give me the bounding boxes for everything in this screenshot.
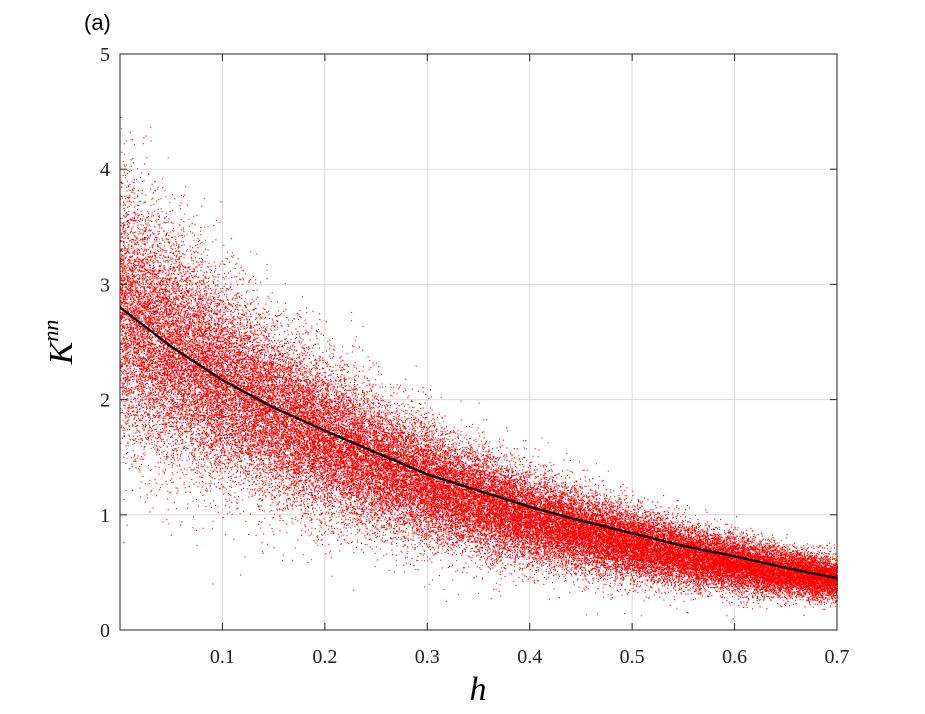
x-tick-label: 0.6	[722, 646, 747, 668]
y-tick-label: 0	[100, 620, 110, 642]
y-axis-label-sup: nn	[38, 320, 63, 342]
plot-frame	[119, 53, 838, 631]
x-tick-labels: 0.1 0.2 0.3 0.4 0.5 0.6 0.7	[210, 646, 850, 668]
ticks	[120, 53, 838, 631]
svg-text:Knn: Knn	[38, 320, 80, 366]
x-tick-label: 0.5	[620, 646, 645, 668]
x-tick-label: 0.7	[825, 646, 850, 668]
y-tick-label: 5	[100, 44, 110, 66]
y-tick-label: 1	[100, 505, 110, 527]
trend-line-layer	[119, 306, 838, 580]
y-axis-label: Knn	[38, 320, 80, 366]
y-axis-label-main: K	[43, 339, 80, 365]
y-tick-label: 4	[100, 159, 110, 181]
x-tick-label: 0.2	[312, 646, 337, 668]
y-tick-label: 3	[100, 274, 110, 296]
scatter-point-cloud	[120, 116, 839, 620]
x-axis-label: h	[470, 671, 487, 708]
x-tick-label: 0.1	[210, 646, 235, 668]
x-tick-label: 0.3	[415, 646, 440, 668]
y-tick-label: 2	[100, 390, 110, 412]
scatter-points	[120, 116, 839, 620]
panel-label: (a)	[84, 10, 111, 35]
y-tick-labels: 0 1 2 3 4 5	[100, 44, 110, 642]
x-tick-label: 0.4	[517, 646, 542, 668]
grid	[120, 53, 838, 631]
trend-line	[119, 306, 838, 580]
